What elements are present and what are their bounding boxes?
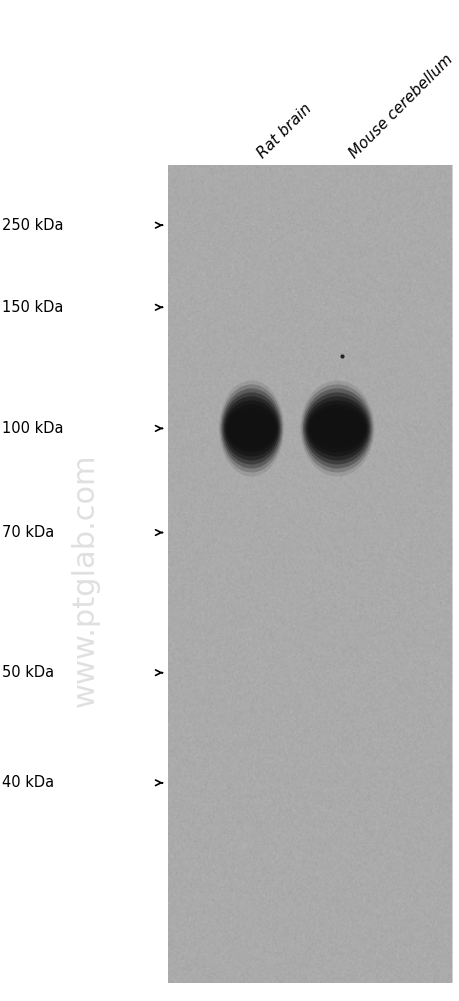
- Ellipse shape: [303, 388, 372, 468]
- Ellipse shape: [307, 400, 368, 456]
- Ellipse shape: [304, 392, 370, 464]
- Ellipse shape: [226, 404, 277, 452]
- Ellipse shape: [310, 408, 365, 448]
- Ellipse shape: [308, 404, 366, 452]
- Ellipse shape: [220, 384, 283, 472]
- Ellipse shape: [315, 417, 359, 439]
- Ellipse shape: [302, 384, 373, 472]
- Ellipse shape: [225, 400, 278, 456]
- Text: Rat brain: Rat brain: [255, 101, 315, 161]
- Text: 150 kDa: 150 kDa: [2, 300, 64, 314]
- Text: 100 kDa: 100 kDa: [2, 421, 64, 435]
- Ellipse shape: [228, 408, 275, 448]
- Bar: [168, 165, 452, 983]
- Ellipse shape: [232, 417, 271, 439]
- Text: 40 kDa: 40 kDa: [2, 776, 55, 790]
- Ellipse shape: [219, 380, 284, 476]
- Ellipse shape: [224, 396, 279, 460]
- Text: Mouse cerebellum: Mouse cerebellum: [347, 52, 456, 161]
- Text: 70 kDa: 70 kDa: [2, 526, 55, 540]
- Ellipse shape: [221, 388, 282, 468]
- Ellipse shape: [306, 396, 369, 460]
- Ellipse shape: [300, 380, 375, 476]
- Text: 50 kDa: 50 kDa: [2, 666, 55, 680]
- Text: 250 kDa: 250 kDa: [2, 218, 64, 232]
- Text: www.ptglab.com: www.ptglab.com: [70, 453, 100, 708]
- Ellipse shape: [223, 392, 280, 464]
